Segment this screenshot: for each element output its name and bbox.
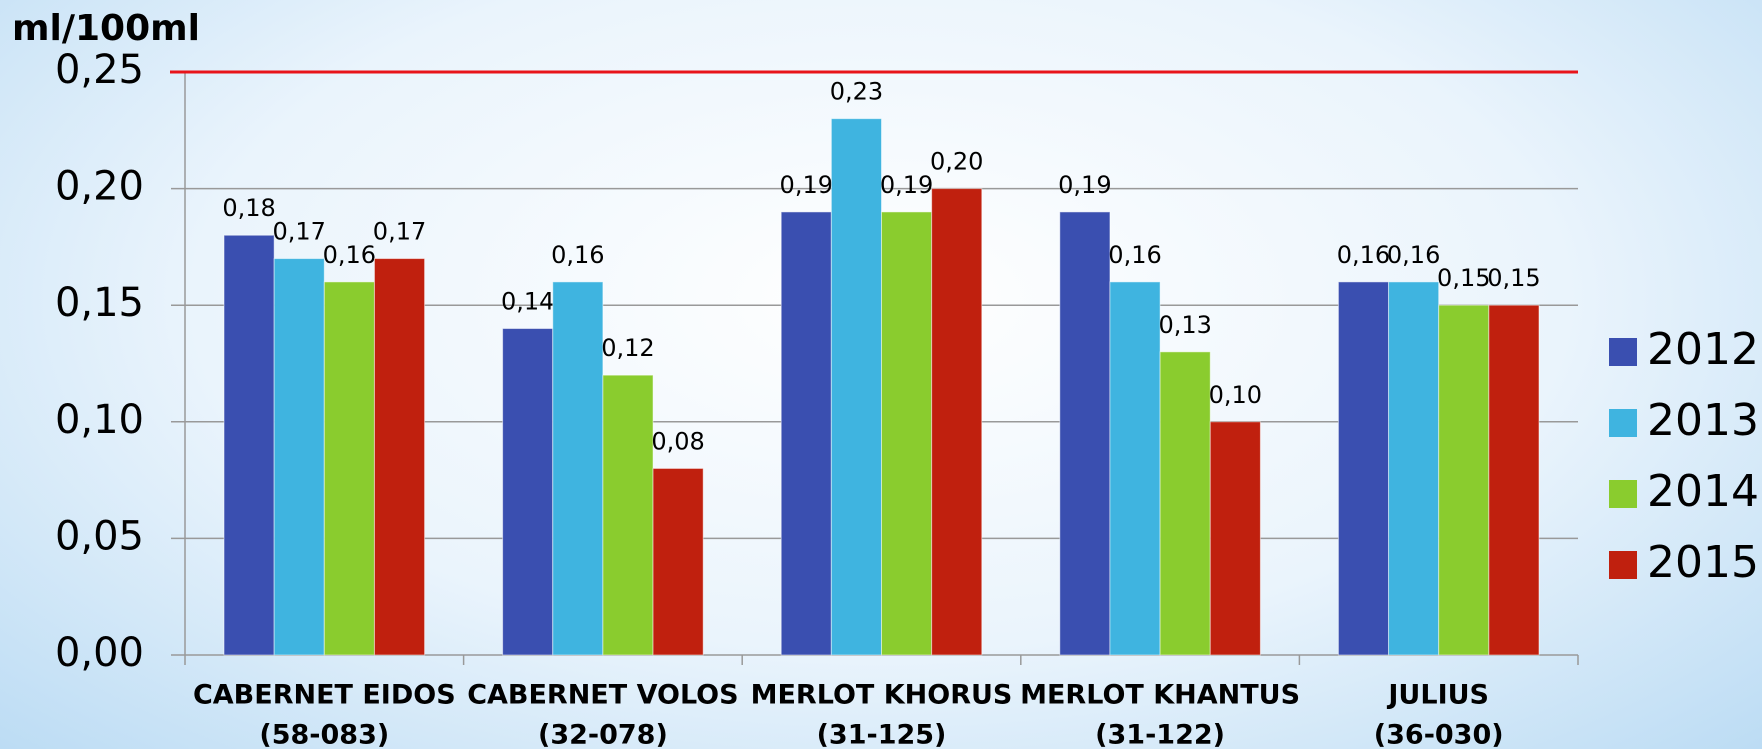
x-tick-label: CABERNET VOLOS xyxy=(467,680,738,711)
bar xyxy=(881,211,933,656)
bar xyxy=(552,281,604,656)
bar xyxy=(273,258,325,656)
bar xyxy=(1159,351,1211,656)
legend-label: 2015 xyxy=(1647,537,1759,588)
bar xyxy=(502,328,554,656)
value-label: 0,16 xyxy=(323,241,376,269)
value-label: 0,19 xyxy=(880,171,933,199)
bar xyxy=(1337,281,1390,656)
bar xyxy=(323,281,375,656)
legend-swatch xyxy=(1609,551,1637,579)
x-tick-label: (36-030) xyxy=(1374,720,1504,749)
bar xyxy=(1109,281,1161,656)
legend-swatch xyxy=(1609,338,1637,366)
y-tick-label: 0,20 xyxy=(55,164,144,210)
value-label: 0,13 xyxy=(1158,311,1211,339)
x-tick-label: JULIUS xyxy=(1386,680,1489,711)
y-tick-label: 0,05 xyxy=(55,513,144,559)
bar xyxy=(602,374,654,656)
x-tick-label: CABERNET EIDOS xyxy=(193,680,456,711)
value-label: 0,16 xyxy=(551,241,604,269)
value-label: 0,10 xyxy=(1209,381,1262,409)
bar xyxy=(830,118,882,656)
x-tick-label: MERLOT KHORUS xyxy=(751,680,1013,711)
legend-swatch xyxy=(1609,409,1637,437)
bar xyxy=(1209,421,1261,656)
bar xyxy=(223,234,275,656)
value-label: 0,17 xyxy=(373,218,426,246)
bar xyxy=(780,211,832,656)
legend-label: 2014 xyxy=(1647,466,1759,517)
y-tick-label: 0,00 xyxy=(55,630,144,676)
legend-label: 2013 xyxy=(1647,395,1759,446)
bar xyxy=(1059,211,1111,656)
value-label: 0,16 xyxy=(1108,241,1161,269)
bar xyxy=(1488,304,1540,656)
bar xyxy=(1388,281,1440,656)
value-label: 0,15 xyxy=(1487,264,1540,292)
bar xyxy=(373,258,426,656)
value-label: 0,12 xyxy=(601,334,654,362)
value-label: 0,23 xyxy=(830,78,883,106)
y-axis-label: ml/100ml xyxy=(12,8,200,49)
x-tick-label: MERLOT KHANTUS xyxy=(1020,680,1300,711)
value-label: 0,14 xyxy=(501,288,554,316)
value-label: 0,15 xyxy=(1437,264,1490,292)
x-tick-label: (58-083) xyxy=(259,720,389,749)
value-label: 0,20 xyxy=(930,148,983,176)
bar xyxy=(652,467,704,656)
y-tick-label: 0,25 xyxy=(55,47,144,93)
x-tick-label: (31-122) xyxy=(1095,720,1225,749)
value-label: 0,18 xyxy=(222,194,275,222)
legend-label: 2012 xyxy=(1647,324,1759,375)
y-tick-label: 0,10 xyxy=(55,397,144,443)
value-label: 0,19 xyxy=(1058,171,1111,199)
value-label: 0,08 xyxy=(651,427,704,455)
value-label: 0,16 xyxy=(1337,241,1390,269)
x-tick-label: (31-125) xyxy=(817,720,947,749)
x-tick-label: (32-078) xyxy=(538,720,668,749)
bar xyxy=(1438,304,1490,656)
value-label: 0,17 xyxy=(273,218,326,246)
value-label: 0,16 xyxy=(1387,241,1440,269)
value-label: 0,19 xyxy=(780,171,833,199)
y-tick-label: 0,15 xyxy=(55,280,144,326)
bar xyxy=(931,188,983,656)
legend-swatch xyxy=(1609,480,1637,508)
